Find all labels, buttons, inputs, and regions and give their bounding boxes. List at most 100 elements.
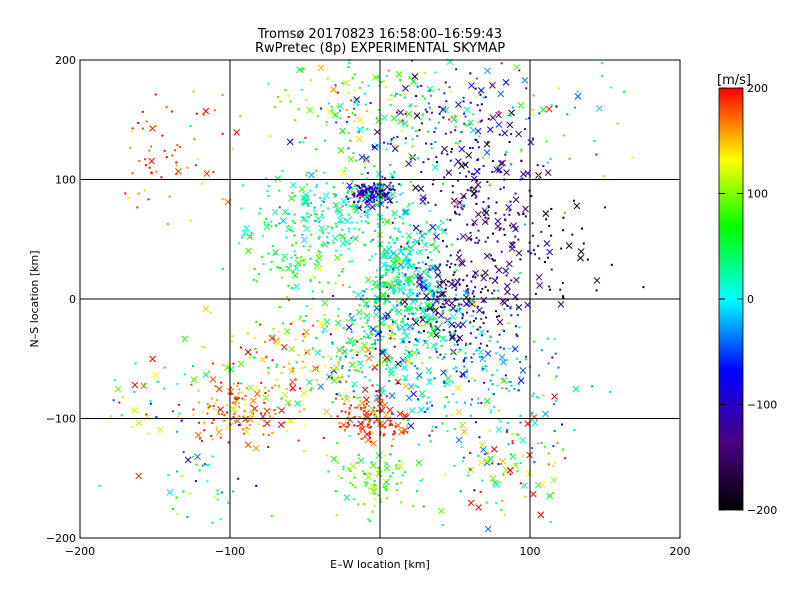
data-point-dot	[427, 201, 430, 204]
data-point-dot	[233, 413, 236, 416]
data-point-cross	[202, 107, 210, 115]
data-point-dot	[479, 490, 482, 493]
data-point-cross	[498, 353, 506, 361]
data-point-dot	[257, 388, 260, 391]
data-point-dot	[353, 473, 356, 476]
data-point-dot	[510, 242, 513, 245]
data-point-dot	[435, 350, 438, 353]
data-point-cross	[401, 208, 409, 216]
data-point-cross	[454, 384, 462, 392]
data-point-cross	[215, 428, 223, 436]
data-point-dot	[326, 454, 329, 457]
data-point-dot	[324, 364, 327, 367]
data-point-dot	[494, 259, 497, 262]
data-point-dot	[323, 313, 326, 316]
data-point-dot	[348, 407, 351, 410]
data-point-dot	[194, 164, 197, 167]
data-point-dot	[479, 120, 482, 123]
data-point-dot	[288, 403, 291, 406]
data-point-dot	[470, 361, 473, 364]
data-point-cross	[407, 383, 415, 390]
data-point-dot	[428, 118, 431, 121]
data-point-dot	[366, 110, 369, 113]
data-point-cross	[227, 366, 235, 373]
data-point-dot	[488, 184, 491, 187]
data-point-dot	[379, 498, 382, 501]
y-tick-label: 0	[69, 293, 76, 306]
data-point-dot	[302, 245, 305, 248]
data-point-dot	[510, 384, 513, 387]
data-point-dot	[445, 396, 448, 399]
data-point-cross	[370, 487, 378, 495]
data-point-dot	[423, 339, 426, 342]
data-point-dot	[381, 349, 384, 352]
data-point-cross	[519, 436, 527, 444]
data-point-dot	[462, 360, 465, 363]
data-point-dot	[407, 318, 410, 321]
data-point-dot	[484, 316, 487, 319]
data-point-dot	[200, 182, 203, 185]
data-point-dot	[496, 384, 499, 387]
data-point-dot	[338, 234, 341, 237]
data-point-dot	[347, 467, 350, 470]
data-point-dot	[463, 373, 466, 376]
data-point-dot	[377, 295, 380, 298]
data-point-dot	[189, 125, 192, 128]
data-point-dot	[293, 418, 296, 421]
data-point-dot	[345, 203, 348, 206]
data-point-dot	[417, 338, 420, 341]
data-point-dot	[391, 331, 394, 334]
data-point-dot	[316, 366, 319, 369]
data-point-cross	[475, 504, 482, 511]
data-point-dot	[417, 340, 420, 343]
data-point-dot	[361, 470, 364, 473]
data-point-cross	[131, 381, 139, 389]
data-point-dot	[363, 330, 366, 333]
data-point-dot	[408, 236, 411, 239]
data-point-dot	[420, 286, 423, 289]
data-point-dot	[206, 403, 209, 406]
data-point-dot	[339, 109, 342, 112]
data-point-dot	[459, 171, 462, 174]
data-point-dot	[372, 406, 375, 409]
data-point-dot	[267, 185, 270, 188]
data-point-dot	[405, 323, 408, 326]
data-point-dot	[484, 404, 487, 407]
data-point-dot	[357, 370, 360, 373]
data-point-dot	[363, 166, 366, 169]
data-point-dot	[143, 158, 146, 161]
data-point-cross	[202, 305, 210, 313]
data-point-cross	[449, 332, 457, 340]
data-point-dot	[341, 398, 344, 401]
data-point-dot	[554, 352, 557, 355]
data-point-dot	[508, 347, 511, 350]
data-point-dot	[602, 175, 605, 178]
data-point-cross	[383, 218, 391, 225]
data-point-dot	[586, 258, 589, 261]
data-point-dot	[389, 201, 392, 204]
data-point-dot	[98, 484, 101, 487]
data-point-dot	[113, 379, 116, 382]
data-point-dot	[337, 474, 340, 477]
data-point-cross	[495, 111, 502, 119]
data-point-dot	[376, 339, 379, 342]
data-point-dot	[270, 225, 273, 228]
data-point-dot	[405, 424, 408, 427]
data-point-dot	[335, 249, 338, 252]
data-point-dot	[347, 375, 350, 378]
data-point-dot	[449, 266, 452, 269]
data-point-dot	[368, 300, 371, 303]
data-point-dot	[285, 387, 288, 390]
data-point-dot	[469, 468, 472, 471]
data-point-dot	[356, 360, 359, 363]
data-point-dot	[327, 102, 330, 105]
data-point-dot	[355, 208, 358, 211]
data-point-dot	[353, 369, 356, 372]
data-point-dot	[430, 258, 433, 261]
data-point-cross	[364, 414, 372, 421]
data-point-dot	[373, 483, 376, 486]
data-point-dot	[389, 475, 392, 478]
data-point-dot	[466, 288, 469, 291]
data-point-dot	[264, 341, 267, 344]
